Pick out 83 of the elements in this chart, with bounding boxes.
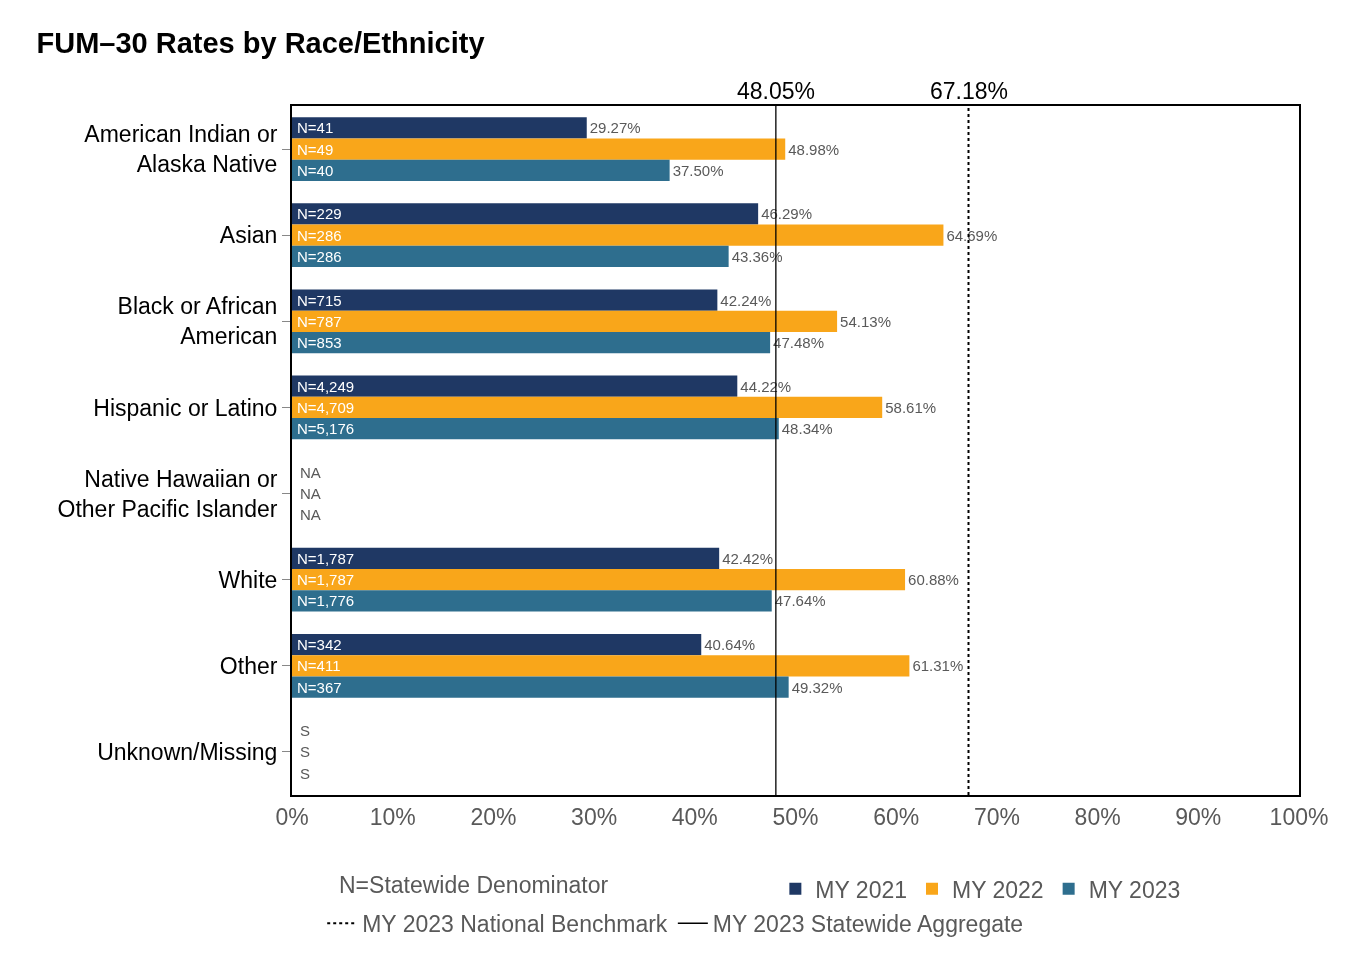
bar bbox=[292, 203, 759, 225]
bar bbox=[292, 224, 944, 246]
data-label: 49.32% bbox=[791, 678, 843, 696]
text: NA bbox=[300, 485, 321, 502]
text: NA bbox=[300, 506, 321, 523]
x-tick-label: 60% bbox=[873, 803, 920, 830]
y-tick-label: Hispanic or Latino bbox=[93, 394, 278, 421]
annotation: N=1,787 bbox=[297, 571, 355, 588]
bar bbox=[292, 289, 718, 311]
annotation: N=342 bbox=[297, 636, 342, 653]
bar bbox=[292, 159, 670, 181]
bar bbox=[292, 117, 587, 139]
annotation: N=40 bbox=[297, 162, 334, 179]
annotation: N=4,249 bbox=[297, 378, 355, 395]
x-tick-label: 30% bbox=[571, 803, 618, 830]
chart-title: FUM–30 Rates by Race/Ethnicity bbox=[36, 27, 485, 60]
annotation: N=1,776 bbox=[297, 592, 355, 609]
bar bbox=[292, 375, 738, 397]
x-tick-label: 70% bbox=[973, 803, 1020, 830]
annotation: N=5,176 bbox=[297, 420, 355, 437]
annotation: N=49 bbox=[297, 141, 334, 158]
legend-label: MY 2023 Statewide Aggregate bbox=[712, 911, 1024, 938]
legend-label: MY 2021 bbox=[815, 876, 907, 903]
annotation: N=1,787 bbox=[297, 550, 355, 567]
data-label: 54.13% bbox=[840, 312, 891, 330]
annotation: N=41 bbox=[297, 119, 334, 136]
annotation: N=286 bbox=[297, 227, 342, 244]
text: 48.05% bbox=[737, 78, 816, 104]
annotation: N=4,709 bbox=[297, 399, 355, 416]
text: N=Statewide Denominator bbox=[339, 872, 609, 898]
data-label: 37.50% bbox=[672, 161, 724, 179]
legend-label: MY 2023 bbox=[1088, 876, 1181, 903]
data-label: 64.69% bbox=[946, 226, 998, 244]
data-label: 60.88% bbox=[908, 571, 959, 589]
y-tick-label: Asian bbox=[219, 222, 278, 249]
x-tick-label: 80% bbox=[1074, 803, 1121, 830]
x-tick-label: 50% bbox=[772, 803, 819, 830]
text: S bbox=[300, 743, 311, 760]
data-label: 48.34% bbox=[781, 420, 833, 438]
annotation: N=787 bbox=[297, 313, 342, 330]
data-label: 58.61% bbox=[885, 398, 937, 416]
legend-label: MY 2022 bbox=[952, 876, 1044, 903]
text: S bbox=[300, 722, 311, 739]
x-tick-label: 90% bbox=[1175, 803, 1222, 830]
y-tick-label: Unknown/Missing bbox=[97, 738, 278, 765]
y-tick-label: American Indian or Alaska Native bbox=[84, 121, 278, 178]
bar bbox=[292, 310, 838, 332]
annotation: N=411 bbox=[297, 657, 341, 674]
data-label: 48.98% bbox=[788, 140, 840, 158]
x-tick-label: 0% bbox=[275, 803, 309, 830]
x-tick-label: 10% bbox=[369, 803, 416, 830]
text: S bbox=[300, 765, 311, 782]
x-tick-label: 40% bbox=[671, 803, 718, 830]
bar bbox=[292, 396, 883, 419]
bar bbox=[292, 569, 906, 591]
data-label: 61.31% bbox=[912, 657, 964, 675]
data-label: 42.24% bbox=[720, 291, 772, 309]
bar bbox=[292, 590, 772, 612]
y-tick-label: Black or African American bbox=[117, 293, 278, 350]
bar bbox=[292, 331, 771, 354]
data-label: 29.27% bbox=[589, 119, 641, 137]
text: 67.18% bbox=[930, 78, 1009, 104]
x-tick-label: 100% bbox=[1269, 803, 1329, 830]
y-tick-label: Other bbox=[219, 652, 278, 679]
y-tick-label: Native Hawaiian or Other Pacific Islander bbox=[57, 465, 278, 522]
y-tick-label: White bbox=[218, 566, 278, 593]
bar bbox=[292, 138, 786, 160]
annotation: N=853 bbox=[297, 334, 342, 351]
bar bbox=[292, 633, 702, 656]
bar bbox=[292, 655, 910, 677]
annotation: N=367 bbox=[297, 679, 342, 696]
bar bbox=[292, 547, 720, 570]
bar bbox=[292, 676, 789, 698]
annotation: N=286 bbox=[297, 248, 342, 265]
data-label: 42.42% bbox=[722, 549, 774, 567]
bar bbox=[292, 418, 779, 440]
annotation: N=715 bbox=[297, 292, 342, 309]
data-label: 40.64% bbox=[704, 636, 756, 654]
text: NA bbox=[300, 464, 321, 481]
x-tick-label: 20% bbox=[470, 803, 517, 830]
bar bbox=[292, 245, 729, 268]
annotation: N=229 bbox=[297, 205, 342, 222]
legend-label: MY 2023 National Benchmark bbox=[362, 911, 668, 938]
